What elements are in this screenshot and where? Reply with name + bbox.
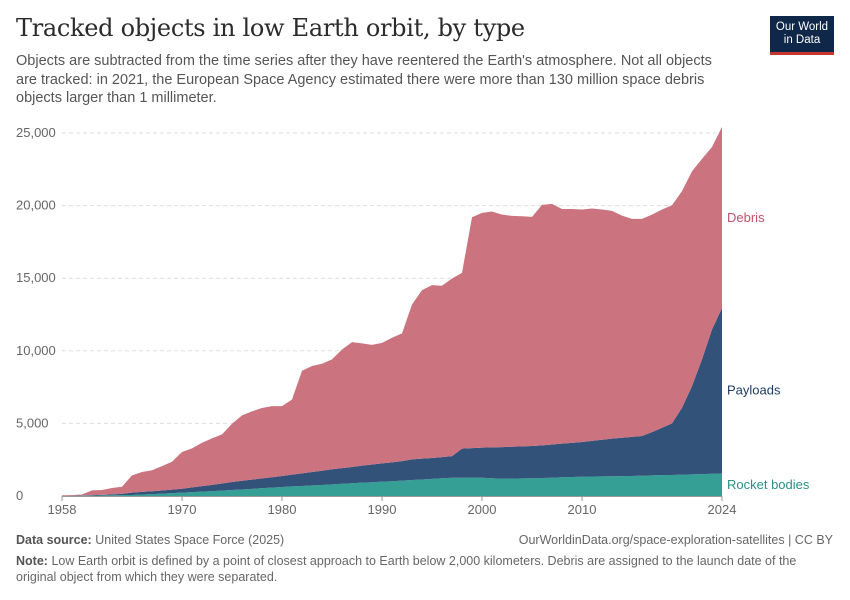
source-label: Data source: xyxy=(16,533,92,547)
y-tick-label: 20,000 xyxy=(16,198,56,213)
data-source: Data source: United States Space Force (… xyxy=(16,533,284,547)
legend-label-rocket-bodies: Rocket bodies xyxy=(727,477,810,492)
y-tick-label: 5,000 xyxy=(16,415,49,430)
area-rocket-bodies xyxy=(62,473,722,496)
y-tick-label: 10,000 xyxy=(16,343,56,358)
y-tick-label: 25,000 xyxy=(16,125,56,140)
x-tick-label: 1980 xyxy=(268,502,297,517)
y-tick-label: 15,000 xyxy=(16,270,56,285)
chart-title: Tracked objects in low Earth orbit, by t… xyxy=(16,14,525,42)
x-tick-label: 2000 xyxy=(468,502,497,517)
x-tick-label: 1990 xyxy=(368,502,397,517)
legend-label-debris: Debris xyxy=(727,210,765,225)
x-tick-label: 1970 xyxy=(168,502,197,517)
note-text: Low Earth orbit is defined by a point of… xyxy=(16,554,797,584)
legend-label-payloads: Payloads xyxy=(727,383,781,398)
x-tick-label: 1958 xyxy=(48,502,77,517)
x-tick-label: 2024 xyxy=(708,502,737,517)
source-url-link[interactable]: OurWorldinData.org/space-exploration-sat… xyxy=(518,533,833,547)
y-tick-label: 0 xyxy=(16,488,23,503)
note-label: Note: xyxy=(16,554,48,568)
owid-logo[interactable]: Our World in Data xyxy=(770,16,834,55)
chart-subtitle: Objects are subtracted from the time ser… xyxy=(16,53,712,106)
area-debris xyxy=(62,126,722,496)
source-text: United States Space Force (2025) xyxy=(95,533,285,547)
logo-line-1: Our World xyxy=(775,21,829,33)
chart-note: Note: Low Earth orbit is defined by a po… xyxy=(16,553,831,585)
logo-line-2: in Data xyxy=(783,34,821,46)
area-payloads xyxy=(62,307,722,496)
x-tick-label: 2010 xyxy=(568,502,597,517)
